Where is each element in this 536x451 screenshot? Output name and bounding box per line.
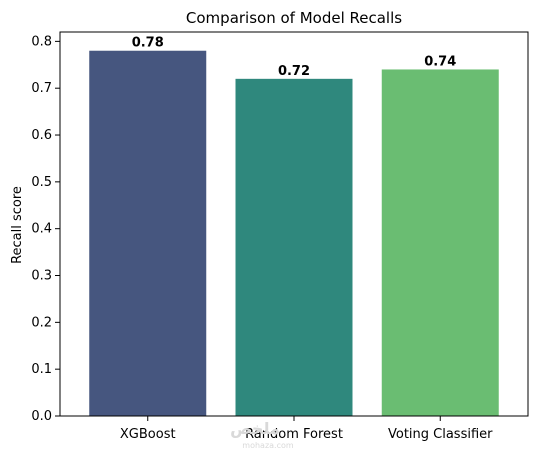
y-tick-label: 0.1 — [31, 362, 52, 377]
bar-xgboost — [89, 50, 207, 416]
y-tick-label: 0.5 — [31, 175, 52, 190]
plot-frame — [59, 31, 529, 417]
bars: 0.78 0.72 0.74 — [89, 36, 499, 417]
data-label: 0.72 — [278, 64, 310, 79]
watermark-logo: ملخص mohaza.com — [230, 419, 294, 450]
data-label: 0.74 — [424, 54, 456, 69]
x-tick-label: Random Forest — [245, 427, 343, 442]
y-axis: 0.0 0.1 0.2 0.3 0.4 0.5 0.6 0.7 0.8 — [31, 34, 60, 424]
watermark-sub: mohaza.com — [242, 441, 294, 450]
y-tick-label: 0.2 — [31, 315, 52, 330]
y-tick-label: 0.4 — [31, 222, 52, 237]
y-tick-label: 0.3 — [31, 269, 52, 284]
bar-voting-classifier — [381, 69, 499, 417]
x-tick-label: XGBoost — [120, 427, 176, 442]
x-axis: XGBoost Random Forest Voting Classifier — [120, 416, 493, 442]
watermark-main: ملخص — [230, 419, 280, 438]
y-tick-label: 0.7 — [31, 81, 52, 96]
plot-border — [59, 31, 529, 417]
bar-random-forest — [235, 78, 353, 416]
chart-title: Comparison of Model Recalls — [186, 9, 402, 27]
y-tick-label: 0.8 — [31, 34, 52, 49]
y-axis-label: Recall score — [10, 186, 25, 264]
y-tick-label: 0.0 — [31, 409, 52, 424]
data-label: 0.78 — [132, 36, 164, 51]
y-tick-label: 0.6 — [31, 128, 52, 143]
x-tick-label: Voting Classifier — [388, 427, 493, 442]
